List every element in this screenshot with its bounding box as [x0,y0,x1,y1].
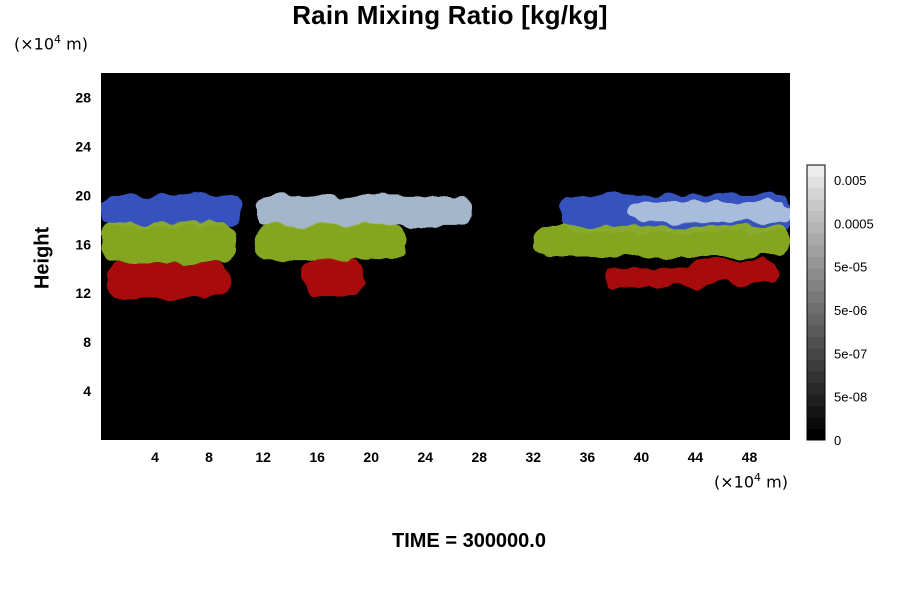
colorbar-frame [806,164,826,441]
colorbar-swatch [807,325,825,338]
field-layer [256,195,790,226]
colorbar-swatch [807,165,825,177]
x-tick-label: 24 [417,449,433,465]
colorbar-swatch [807,336,825,349]
colorbar-swatch [807,176,825,189]
field-region [688,258,777,284]
y-tick-label: 24 [75,138,91,154]
x-axis-ticks: 4 8 12 16 20 24 28 32 36 40 44 48 [151,449,757,465]
field-region [101,195,243,226]
field-region [533,225,790,257]
y-tick-label: 16 [75,236,91,252]
field-region [600,268,709,288]
x-tick-label: 44 [688,449,704,465]
colorbar-swatch [807,394,825,406]
y-tick-label: 28 [75,89,91,105]
x-tick-label: 20 [363,449,379,465]
y-axis-ticks: 4 8 12 16 20 24 28 [75,89,91,399]
colorbar-tick-label: 0.005 [834,173,867,188]
colorbar-tick-label: 0.0005 [834,216,874,231]
x-tick-label: 4 [151,449,159,465]
colorbar-swatch [807,359,825,372]
field-layers [101,195,790,300]
colorbar-swatch [807,222,825,235]
colorbar-swatch [807,302,825,315]
time-label: TIME = 300000.0 [392,530,546,552]
x-tick-label: 36 [580,449,596,465]
x-axis-unit: (×104 m) [714,471,788,492]
field-region [256,224,405,261]
field-region [101,222,237,263]
x-tick-label: 16 [309,449,325,465]
x-tick-label: 32 [526,449,542,465]
colorbar-tick-label: 5e-05 [834,260,867,275]
field-region [303,258,365,296]
colorbar-swatch [807,268,825,280]
y-tick-label: 4 [83,383,91,399]
colorbar-swatch [807,279,825,292]
colorbar: 0.005 0.0005 5e-05 5e-06 5e-07 5e-08 0 [806,164,874,448]
colorbar-tick-label: 5e-08 [834,390,867,405]
colorbar-swatch [807,233,825,246]
colorbar-swatch [807,187,825,200]
x-tick-label: 8 [205,449,213,465]
field-region [107,262,230,300]
colorbar-swatch [807,245,825,257]
colorbar-tick-label: 5e-06 [834,303,867,318]
x-tick-label: 28 [471,449,487,465]
colorbar-swatch [807,371,825,384]
y-tick-label: 20 [75,187,91,203]
colorbar-swatch [807,417,825,429]
colorbar-swatch [807,313,825,326]
chart-title: Rain Mixing Ratio [kg/kg] [292,0,608,30]
field-layer [107,258,777,300]
colorbar-swatch [807,210,825,223]
x-tick-label: 12 [255,449,271,465]
colorbar-tick-label: 0 [834,433,841,448]
y-axis-unit: (×104 m) [14,33,88,54]
colorbar-tick-label: 5e-07 [834,346,867,361]
field-region [627,201,790,223]
colorbar-swatch [807,256,825,269]
colorbar-swatch [807,428,825,441]
y-tick-label: 8 [83,334,91,350]
x-tick-label: 40 [634,449,650,465]
y-tick-label: 12 [75,285,91,301]
colorbar-swatch [807,382,825,395]
x-tick-label: 48 [742,449,758,465]
colorbar-swatch [807,348,825,361]
colorbar-swatch [807,291,825,303]
colorbar-swatch [807,405,825,418]
field-layer [101,222,790,263]
field-region [256,195,473,226]
colorbar-swatch [807,199,825,212]
